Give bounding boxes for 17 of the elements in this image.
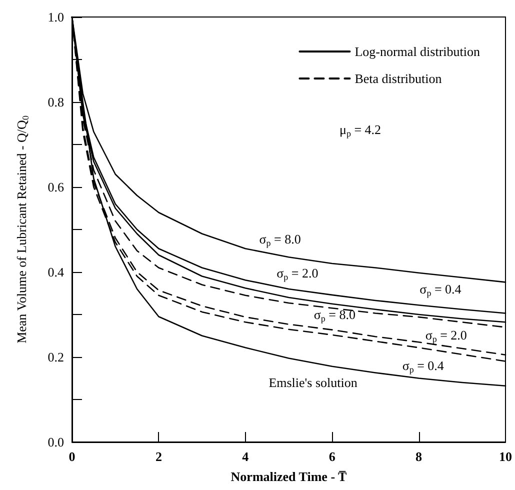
y-tick-label: 1.0 (48, 10, 64, 24)
legend-label: Log-normal distribution (354, 44, 480, 59)
annotation: Emslie's solution (268, 375, 358, 390)
x-tick-label: 4 (242, 449, 250, 464)
y-tick-label: 0.2 (48, 350, 64, 364)
x-tick-label: 10 (499, 449, 512, 464)
x-tick-label: 0 (68, 449, 76, 464)
y-axis-title: Mean Volume of Lubricant Retained - Q/Q0 (14, 114, 30, 344)
legend-label: Beta distribution (354, 71, 442, 86)
y-tick-label: 0.0 (48, 434, 64, 450)
y-tick-label: 0.6 (48, 180, 64, 194)
y-tick-label: 0.8 (48, 94, 64, 110)
x-tick-label: 6 (328, 449, 336, 464)
x-axis-title: Normalized Time - T̅ (230, 469, 348, 484)
x-tick-label: 2 (155, 449, 162, 464)
x-tick-label: 8 (416, 449, 423, 464)
y-tick-label: 0.4 (48, 264, 64, 280)
